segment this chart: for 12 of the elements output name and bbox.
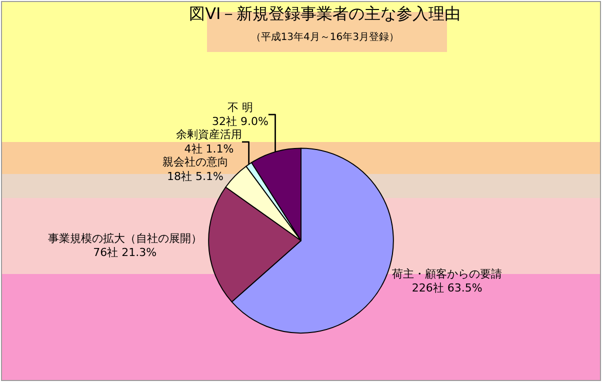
data-label: 76社 21.3% xyxy=(93,246,157,260)
data-label: 4社 1.1% xyxy=(184,142,234,156)
chart-subtitle: （平成13年4月～16年3月登録） xyxy=(250,30,400,43)
chart-title: 図VI－新規登録事業者の主な参入理由 xyxy=(189,4,461,24)
data-label: 226社 63.5% xyxy=(412,282,482,295)
slice-label: 事業規模の拡大（自社の展開） xyxy=(48,232,202,245)
slice-label: 不 明 xyxy=(227,100,253,114)
data-label: 18社 5.1% xyxy=(167,170,224,183)
slice-label: 親会社の意向 xyxy=(162,156,228,169)
slice-label: 余剰資産活用 xyxy=(176,128,242,142)
slice-label: 荷主・顧客からの要請 xyxy=(392,267,502,280)
data-label: 32社 9.0% xyxy=(212,115,268,128)
